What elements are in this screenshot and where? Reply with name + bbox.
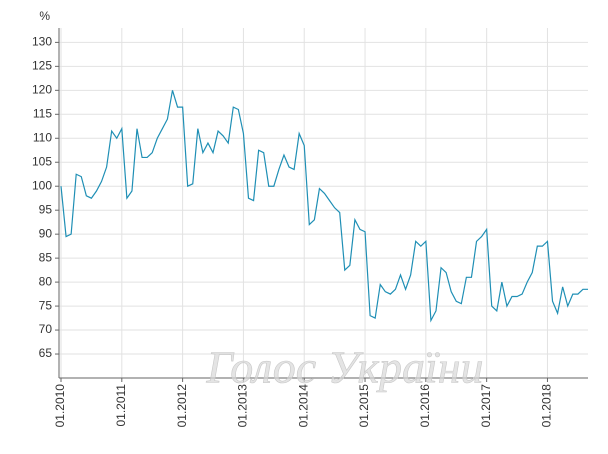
y-tick-label: 110 — [33, 130, 52, 144]
x-tick-label: 01.2014 — [296, 384, 310, 428]
y-tick-label: 115 — [33, 106, 52, 120]
x-tick-label: 01.2012 — [175, 384, 189, 428]
watermark: Голос України — [205, 342, 483, 393]
y-tick-label: 125 — [32, 59, 52, 73]
x-tick-label: 01.2015 — [357, 384, 371, 428]
y-tick-label: 90 — [39, 226, 53, 240]
x-tick-label: 01.2018 — [540, 384, 554, 428]
x-tick-label: 01.2017 — [479, 384, 493, 428]
line-series — [60, 90, 588, 323]
y-tick-label: 105 — [32, 154, 52, 168]
x-tick-label: 01.2016 — [418, 384, 432, 428]
y-tick-label: 80 — [39, 274, 53, 288]
y-tick-label: 130 — [32, 35, 52, 49]
x-tick-label: 01.2013 — [236, 384, 250, 428]
x-tick-label: 01.2010 — [53, 384, 67, 428]
y-tick-label: 85 — [39, 250, 53, 264]
y-tick-label: 95 — [39, 202, 53, 216]
x-tick-label: 01.2011 — [114, 384, 128, 427]
y-tick-label: 65 — [39, 346, 53, 360]
y-unit-label: % — [39, 9, 50, 23]
y-tick-label: 120 — [32, 83, 52, 97]
y-tick-label: 75 — [39, 298, 53, 312]
y-tick-label: 70 — [39, 322, 53, 336]
y-tick-label: 100 — [32, 178, 52, 192]
